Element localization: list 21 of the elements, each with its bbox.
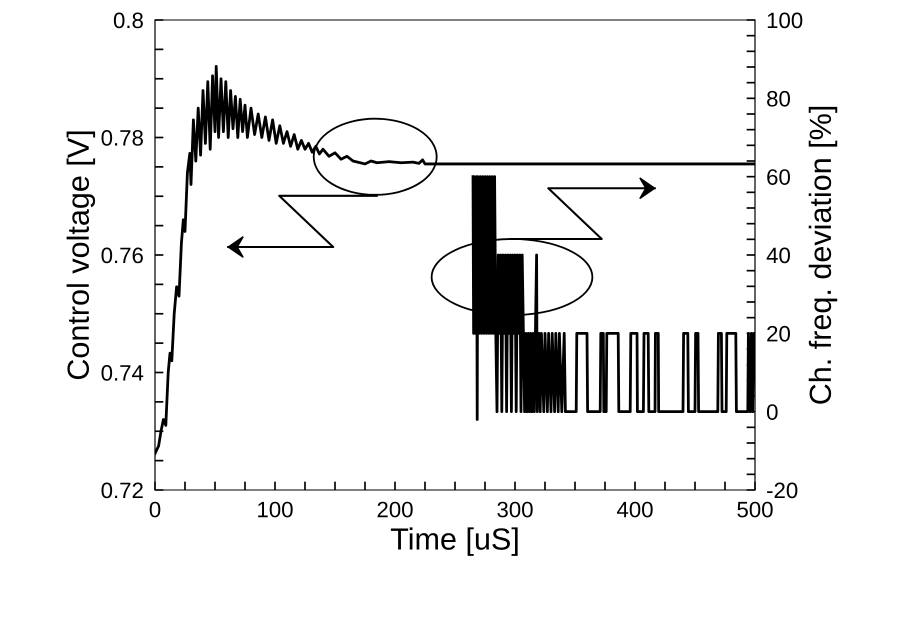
y-tick-label: 0.8 xyxy=(114,12,143,28)
x-tick-label: 0 xyxy=(150,502,160,518)
y2-tick-label: 40 xyxy=(766,248,790,264)
x-tick-label: 300 xyxy=(497,502,533,518)
y2-tick-label: 0 xyxy=(766,404,778,420)
x-tick-label: 500 xyxy=(737,502,773,518)
y2-tick-label: 20 xyxy=(767,326,790,342)
x-tick-label: 200 xyxy=(378,502,413,518)
y2-tick-label: 100 xyxy=(768,12,802,28)
y-tick-label: 0.78 xyxy=(102,130,143,146)
y2-tick-label: -20 xyxy=(767,482,798,498)
y-axis-title: Control voltage [V] xyxy=(66,131,96,380)
x-tick-label: 400 xyxy=(616,502,653,518)
y-tick-label: 0.72 xyxy=(102,482,143,498)
y2-tick-label: 80 xyxy=(767,90,790,107)
y2-tick-label: 60 xyxy=(767,169,790,185)
y-tick-label: 0.76 xyxy=(102,248,143,264)
x-axis-title: Time [uS] xyxy=(390,527,518,556)
x-tick-label: 100 xyxy=(258,502,293,518)
y2-axis-title: Ch. freq. deviation [%] xyxy=(808,106,838,404)
y-tick-label: 0.74 xyxy=(102,365,144,381)
